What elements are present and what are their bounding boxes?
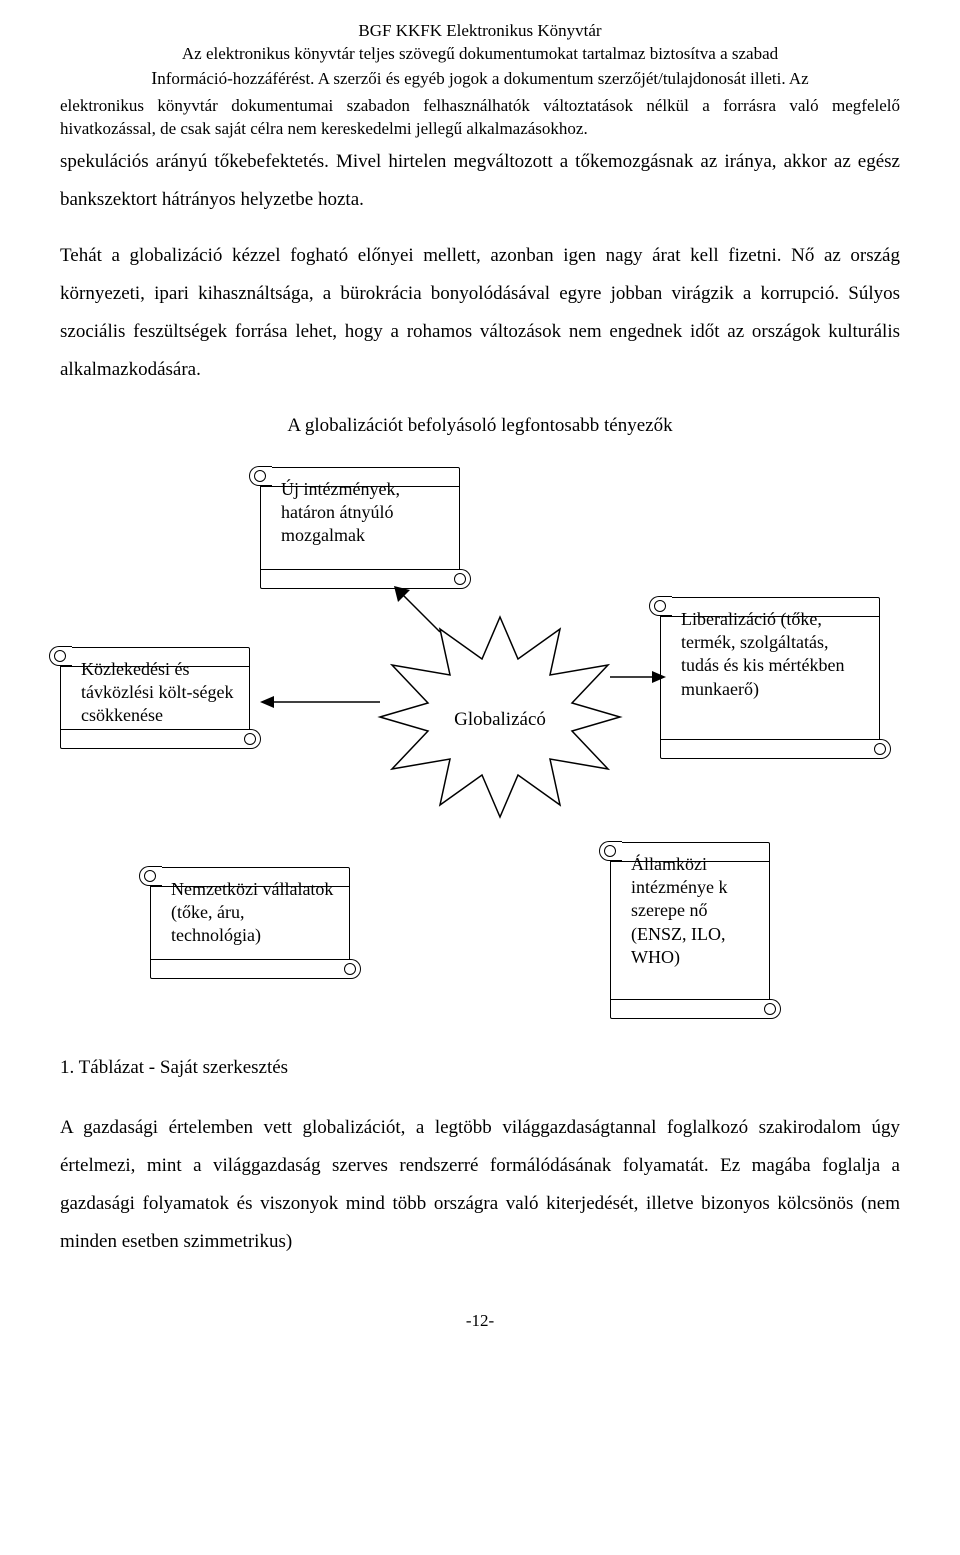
page-header: BGF KKFK Elektronikus Könyvtár Az elektr…: [60, 20, 900, 91]
scroll-curl-icon: [599, 841, 622, 861]
center-label: Globalizácó: [380, 709, 620, 731]
node-bottom-left: Nemzetközi vállalatok (tőke, áru, techno…: [150, 867, 350, 979]
node-left-label: Közlekedési és távközlési költ-ségek csö…: [61, 648, 249, 738]
paragraph-3: A gazdasági értelemben vett globalizáció…: [60, 1109, 900, 1261]
scroll-curl-icon: [338, 959, 361, 979]
node-left: Közlekedési és távközlési költ-ségek csö…: [60, 647, 250, 749]
diagram-canvas: Új intézmények, határon átnyúló mozgalma…: [60, 467, 900, 1027]
node-top-label: Új intézmények, határon átnyúló mozgalma…: [261, 468, 459, 558]
scroll-curl-icon: [49, 646, 72, 666]
center-burst: Globalizácó: [380, 617, 620, 817]
node-bottom-left-label: Nemzetközi vállalatok (tőke, áru, techno…: [151, 868, 349, 958]
node-bottom-right-label: Államközi intézménye k szerepe nő (ENSZ,…: [611, 843, 769, 980]
node-top: Új intézmények, határon átnyúló mozgalma…: [260, 467, 460, 589]
scroll-curl-icon: [249, 466, 272, 486]
header-line-2: Az elektronikus könyvtár teljes szövegű …: [60, 43, 900, 66]
header-sub: elektronikus könyvtár dokumentumai szaba…: [60, 95, 900, 141]
node-bottom-right: Államközi intézménye k szerepe nő (ENSZ,…: [610, 842, 770, 1019]
page-number: -12-: [60, 1311, 900, 1331]
header-line-1: BGF KKFK Elektronikus Könyvtár: [60, 20, 900, 43]
paragraph-1: spekulációs arányú tőkebefektetés. Mivel…: [60, 143, 900, 219]
diagram-title: A globalizációt befolyásoló legfontosabb…: [60, 415, 900, 437]
node-right: Liberalizáció (tőke, termék, szolgáltatá…: [660, 597, 880, 759]
scroll-curl-icon: [448, 569, 471, 589]
scroll-curl-icon: [758, 999, 781, 1019]
diagram-caption: 1. Táblázat - Saját szerkesztés: [60, 1057, 900, 1079]
arrow-to-left: [260, 692, 390, 717]
scroll-curl-icon: [139, 866, 162, 886]
header-line-3-text: nformáció-hozzáférést. A szerzői és egyé…: [157, 69, 808, 88]
paragraph-2: Tehát a globalizáció kézzel fogható előn…: [60, 237, 900, 389]
scroll-curl-icon: [868, 739, 891, 759]
document-page: BGF KKFK Elektronikus Könyvtár Az elektr…: [0, 0, 960, 1371]
scroll-curl-icon: [238, 729, 261, 749]
header-line-3: Információ-hozzáférést. A szerzői és egy…: [60, 66, 900, 91]
scroll-curl-icon: [649, 596, 672, 616]
